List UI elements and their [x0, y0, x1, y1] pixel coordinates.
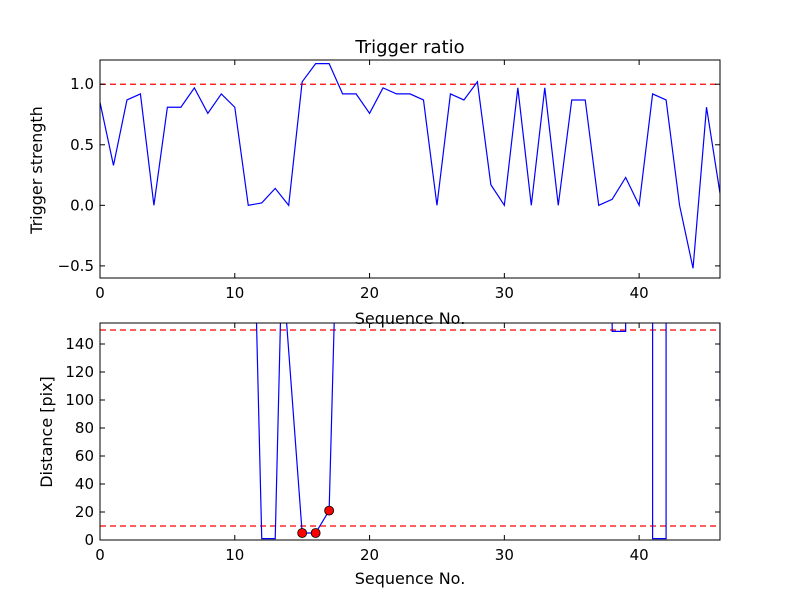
- trigger-plot-area: [100, 63, 720, 269]
- trigger-ticks: 0 10 20 30 40 −0.5 0.0 0.5 1.0: [58, 60, 720, 302]
- trigger-y-axis-label: Trigger strength: [27, 106, 46, 235]
- distance-y-tick-label: 60: [75, 447, 94, 465]
- distance-axes-frame: [99, 322, 721, 541]
- distance-marker-point-2: [324, 505, 335, 516]
- trigger-axes-frame: [99, 59, 721, 279]
- chart-title: Trigger ratio: [354, 37, 464, 58]
- trigger-x-tick-label: 40: [630, 284, 649, 302]
- distance-y-axis-label: Distance [pix]: [37, 376, 56, 488]
- trigger-y-tick-label: −0.5: [58, 257, 94, 275]
- distance-x-tick-label: 0: [95, 546, 105, 564]
- distance-marker-point-1: [310, 528, 321, 538]
- distance-y-tick-label: 80: [75, 419, 94, 437]
- trigger-x-tick-label: 10: [225, 284, 244, 302]
- distance-y-tick-label: 100: [65, 391, 94, 409]
- trigger-x-axis-label: Sequence No.: [355, 309, 466, 328]
- distance-y-tick-label: 0: [84, 531, 94, 549]
- distance-x-tick-label: 20: [360, 546, 379, 564]
- distance-y-tick-label: 20: [75, 503, 94, 521]
- trigger-y-tick-label: 1.0: [70, 75, 94, 93]
- distance-y-tick-label: 40: [75, 475, 94, 493]
- distance-series-line-0: [255, 323, 720, 540]
- trigger-y-tick-label: 0.0: [70, 196, 94, 214]
- distance-y-tick-label: 140: [65, 335, 94, 353]
- trigger-x-tick-label: 20: [360, 284, 379, 302]
- distance-x-tick-label: 10: [225, 546, 244, 564]
- trigger-series-line-0: [100, 63, 720, 269]
- distance-x-tick-label: 40: [630, 546, 649, 564]
- distance-plot-area: [100, 323, 720, 540]
- trigger-x-tick-label: 0: [95, 284, 105, 302]
- distance-x-axis-label: Sequence No.: [355, 569, 466, 588]
- distance-marker-point-0: [297, 528, 308, 538]
- trigger-y-tick-label: 0.5: [70, 136, 94, 154]
- trigger-ratio-subplot: Trigger ratio 0 10 20 30 40 −0.5 0.0 0.5 1.0 Seq…: [27, 37, 721, 328]
- distance-x-tick-label: 30: [495, 546, 514, 564]
- distance-y-tick-label: 120: [65, 363, 94, 381]
- trigger-x-tick-label: 30: [495, 284, 514, 302]
- distance-subplot: 0 10 20 30 40 0 20 40 60 80 100 120 140 Sequence No.…: [37, 322, 721, 588]
- distance-ticks: 0 10 20 30 40 0 20 40 60 80 100 120 140: [65, 323, 720, 564]
